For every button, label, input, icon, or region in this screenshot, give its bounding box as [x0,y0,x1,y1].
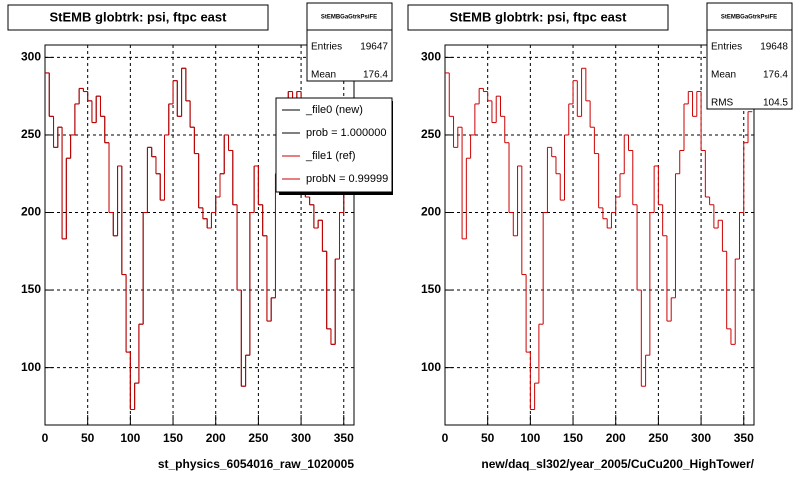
x-tick-label: 200 [606,431,626,445]
stats-label: RMS [711,98,734,109]
stats-title: StEMBGaGtrkPsiFE [321,15,377,21]
stats-label: Mean [711,70,736,81]
stats-value: 176.4 [363,70,388,81]
x-axis-title: st_physics_6054016_raw_1020005 [158,457,354,471]
title-box [7,4,269,31]
stats-box [306,2,393,82]
chart-title: StEMB globtrk: psi, ftpc east [450,9,628,24]
y-tick-label: 300 [421,50,441,64]
x-tick-label: 350 [734,431,754,445]
x-tick-label: 200 [206,431,226,445]
stats-value: 19647 [360,42,388,53]
x-tick-label: 300 [691,431,711,445]
stats-title: StEMBGaGtrkPsiFE [721,15,777,21]
y-tick-label: 100 [421,360,441,374]
pad: 100 150 200 250 300 0 50 100 150 200 250 300 350 new/… [407,2,793,471]
pad: 100 150 200 250 300 0 50 100 150 200 250 300 350 st_p… [7,2,393,471]
y-tick-label: 150 [421,282,441,296]
x-tick-label: 250 [648,431,668,445]
x-tick-label: 150 [163,431,183,445]
x-tick-label: 0 [442,431,449,445]
title-box [407,4,669,31]
legend-label: _file0 (new) [305,104,363,116]
x-axis-title: new/daq_sl302/year_2005/CuCu200_HighTowe… [481,457,754,471]
y-tick-label: 200 [421,205,441,219]
stats-value: 176.4 [763,70,788,81]
stats-value: 104.5 [763,98,788,109]
x-tick-label: 50 [81,431,95,445]
stats-value: 19648 [760,42,788,53]
y-tick-label: 300 [21,50,41,64]
x-tick-label: 150 [563,431,583,445]
legend-label: _file1 (ref) [305,150,356,162]
stats-label: Entries [311,42,342,53]
legend-box [275,97,393,193]
legend: _file0 (new) prob = 1.000000 _file1 (ref) p… [275,90,400,200]
y-tick-label: 200 [21,205,41,219]
x-tick-label: 350 [334,431,354,445]
x-tick-label: 0 [42,431,49,445]
x-tick-label: 50 [481,431,495,445]
legend-clip [393,90,400,200]
legend-note: prob = 1.000000 [306,127,386,139]
y-tick-label: 100 [21,360,41,374]
x-tick-label: 100 [520,431,540,445]
x-tick-label: 100 [120,431,140,445]
stats-label: Mean [311,70,336,81]
stats-box [706,2,793,110]
x-tick-label: 250 [248,431,268,445]
y-tick-label: 150 [21,282,41,296]
y-tick-label: 250 [421,127,441,141]
x-tick-label: 300 [291,431,311,445]
stats-label: Entries [711,42,742,53]
legend-note: probN = 0.99999 [306,173,388,185]
chart-title: StEMB globtrk: psi, ftpc east [50,9,228,24]
y-tick-label: 250 [21,127,41,141]
